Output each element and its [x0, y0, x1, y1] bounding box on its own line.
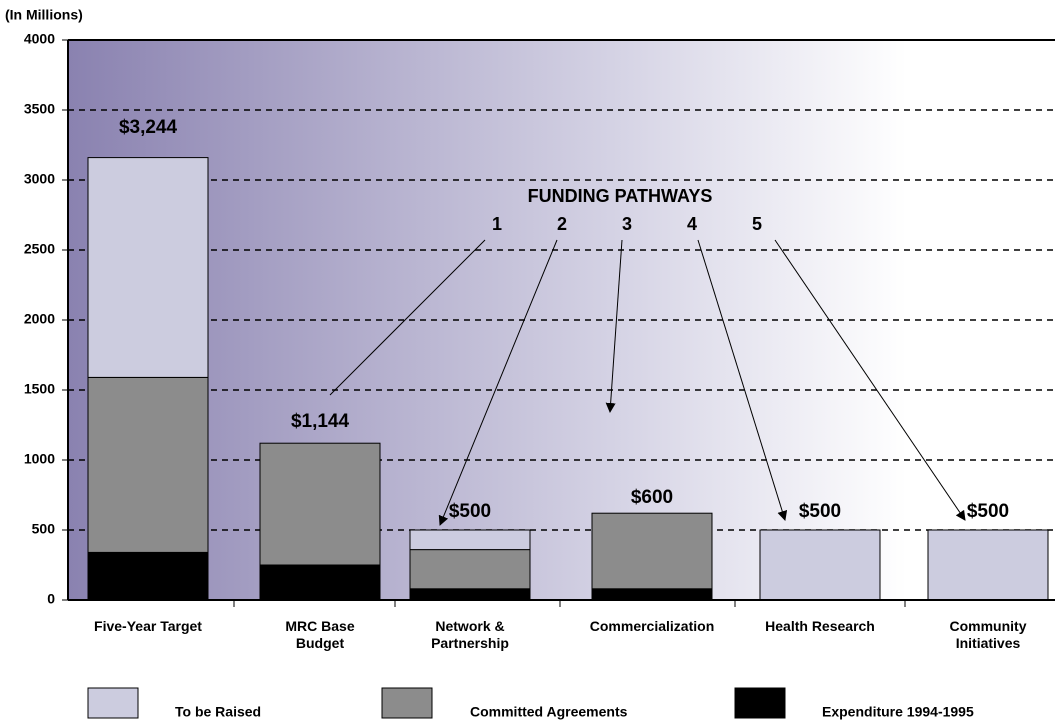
- legend-label: To be Raised: [175, 704, 261, 720]
- legend-swatch: [381, 687, 433, 719]
- y-tick-label: 2500: [24, 241, 55, 257]
- bar-segment: [259, 442, 381, 566]
- x-tick-text: Health Research: [765, 618, 875, 634]
- bar-segment: [759, 529, 881, 601]
- legend-swatch: [87, 687, 139, 719]
- x-tick-text: MRC Base Budget: [285, 618, 355, 651]
- total-label: $3,244: [119, 117, 178, 138]
- bar-segment: [87, 376, 209, 553]
- x-tick-label: Health Research: [765, 618, 875, 635]
- x-tick-label: Five-Year Target: [93, 618, 203, 635]
- pathway-number: 1: [492, 214, 502, 234]
- x-tick-text: Network & Partnership: [431, 618, 509, 651]
- total-label: $500: [449, 501, 491, 522]
- x-tick-label: MRC Base Budget: [265, 618, 375, 652]
- bar-segment: [409, 549, 531, 590]
- bar-segment: [927, 529, 1049, 601]
- pathway-number: 4: [687, 214, 697, 234]
- x-tick-label: Network & Partnership: [415, 618, 525, 652]
- y-tick-label: 0: [47, 591, 55, 607]
- bar-segment: [87, 551, 209, 601]
- legend-label: Committed Agreements: [470, 704, 628, 720]
- x-tick-label: Community Initiatives: [933, 618, 1043, 652]
- legend-label: Expenditure 1994-1995: [822, 704, 974, 720]
- legend-swatch: [734, 687, 786, 719]
- total-label: $500: [799, 501, 841, 522]
- y-tick-label: 1000: [24, 451, 55, 467]
- pathway-number: 3: [622, 214, 632, 234]
- y-tick-label: 4000: [24, 31, 55, 47]
- x-tick-label: Commercialization: [590, 618, 714, 635]
- y-tick-label: 2000: [24, 311, 55, 327]
- bar-segment: [87, 157, 209, 378]
- y-axis-label: (In Millions): [5, 7, 83, 23]
- annotation: FUNDING PATHWAYS: [528, 186, 713, 206]
- pathway-number: 5: [752, 214, 762, 234]
- bar-segment: [259, 564, 381, 601]
- x-tick-text: Commercialization: [589, 618, 715, 634]
- pathway-number: 2: [557, 214, 567, 234]
- bar-segment: [409, 529, 531, 551]
- plot-background: [68, 40, 1055, 600]
- bar-segment: [409, 588, 531, 601]
- x-tick-text: Community Initiatives: [949, 618, 1027, 651]
- total-label: $600: [631, 487, 673, 508]
- bar-segment: [591, 588, 713, 601]
- pathway-arrows: [329, 239, 966, 526]
- y-tick-label: 3000: [24, 171, 55, 187]
- y-tick-label: 1500: [24, 381, 55, 397]
- y-tick-label: 500: [32, 521, 56, 537]
- total-label: $500: [967, 501, 1009, 522]
- bar-segment: [591, 512, 713, 590]
- total-label: $1,144: [291, 411, 350, 432]
- y-tick-label: 3500: [24, 101, 55, 117]
- x-tick-text: Five-Year Target: [94, 618, 202, 634]
